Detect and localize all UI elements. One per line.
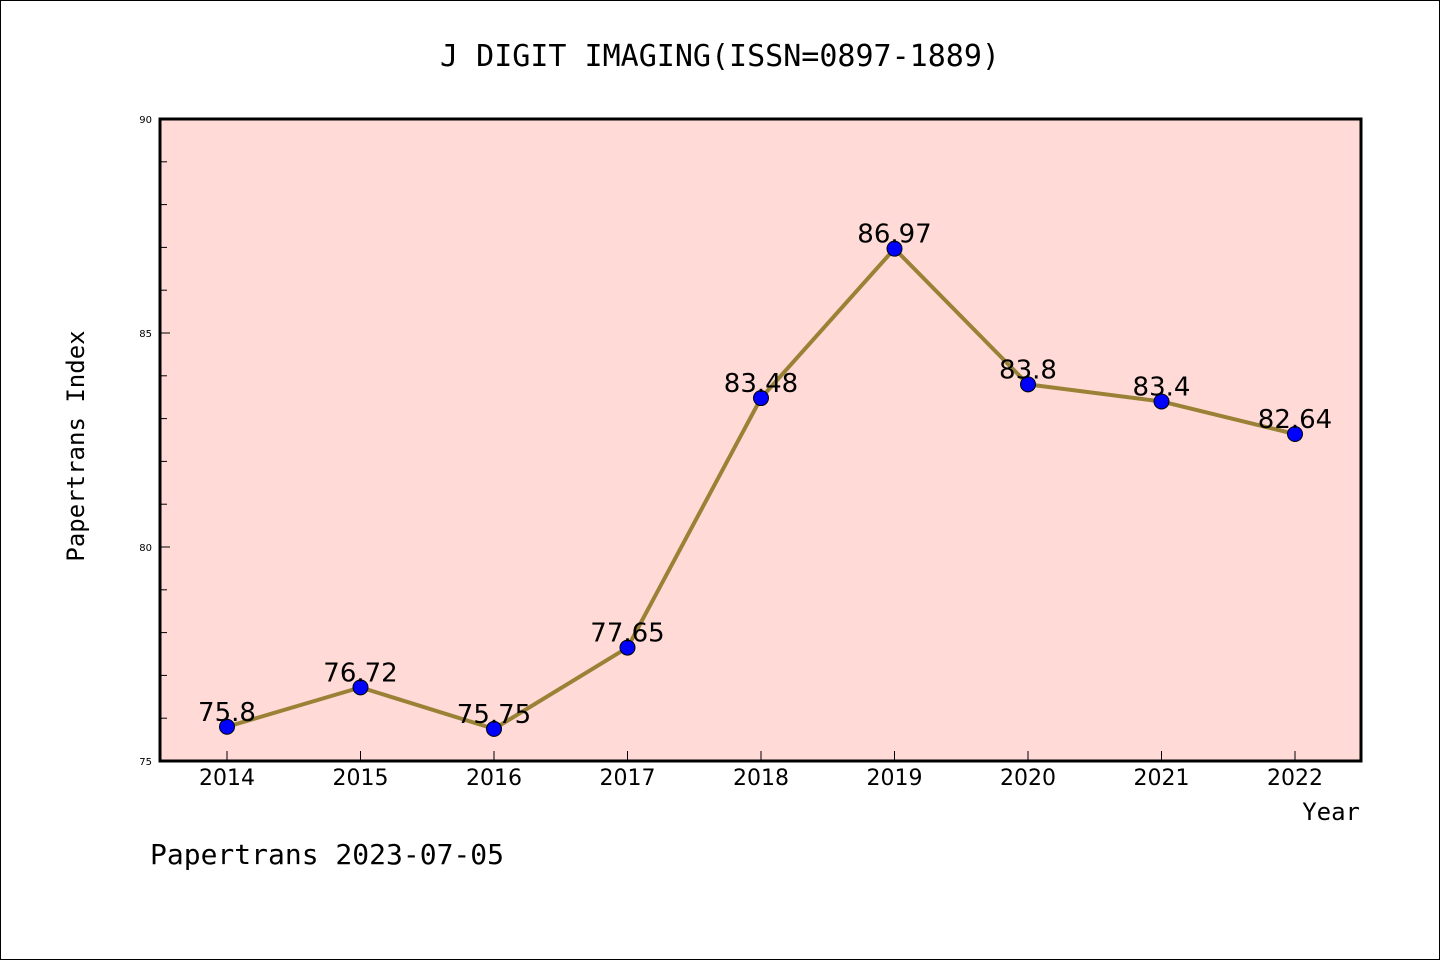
- data-point: [352, 679, 369, 696]
- data-point: [486, 720, 502, 737]
- x-tick-label: 2014: [199, 766, 255, 791]
- data-label: 77.65: [590, 619, 664, 649]
- chart-title: J DIGIT IMAGING(ISSN=0897-1889): [440, 39, 1000, 74]
- data-label: 83.4: [1133, 372, 1191, 402]
- y-tick-label: 80: [139, 543, 152, 554]
- y-axis-title: Papertrans Index: [62, 330, 90, 561]
- x-tick-label: 2020: [1000, 766, 1056, 791]
- data-label: 75.75: [457, 700, 531, 730]
- data-label: 75.8: [198, 698, 256, 728]
- y-axis: 75 80 85 90: [139, 115, 170, 768]
- data-label: 83.48: [724, 369, 798, 399]
- y-tick-label: 90: [139, 115, 152, 126]
- data-point: [1153, 393, 1170, 410]
- plot-area: [158, 117, 1363, 763]
- data-point: [1020, 376, 1036, 393]
- x-axis-title: Year: [1302, 798, 1360, 826]
- data-point: [1287, 426, 1303, 443]
- x-tick-label: 2017: [600, 766, 656, 791]
- x-tick-label: 2018: [733, 766, 789, 791]
- x-tick-label: 2016: [466, 766, 522, 791]
- data-point: [219, 718, 235, 735]
- x-tick-label: 2019: [867, 766, 923, 791]
- data-label: 83.8: [999, 355, 1057, 385]
- x-tick-label: 2015: [333, 766, 389, 791]
- data-label: 86.97: [857, 220, 931, 250]
- data-point: [619, 639, 636, 656]
- footer-credit: Papertrans 2023-07-05: [150, 838, 504, 871]
- data-point: [753, 390, 769, 407]
- data-labels: 75.8 76.72 75.75 77.65 83.48 86.97 83.8 83.4 82.…: [198, 220, 1332, 730]
- data-label: 76.72: [323, 658, 397, 688]
- y-tick-label: 85: [139, 329, 152, 340]
- x-tick-label: 2022: [1267, 766, 1323, 791]
- data-point: [886, 240, 903, 257]
- data-markers: [219, 240, 1303, 737]
- data-label: 82.64: [1258, 405, 1332, 435]
- x-axis: 2014 2015 2016 2017 2018 2019 2020 2021 2022: [199, 751, 1323, 791]
- x-tick-label: 2021: [1134, 766, 1190, 791]
- y-tick-label: 75: [139, 757, 152, 768]
